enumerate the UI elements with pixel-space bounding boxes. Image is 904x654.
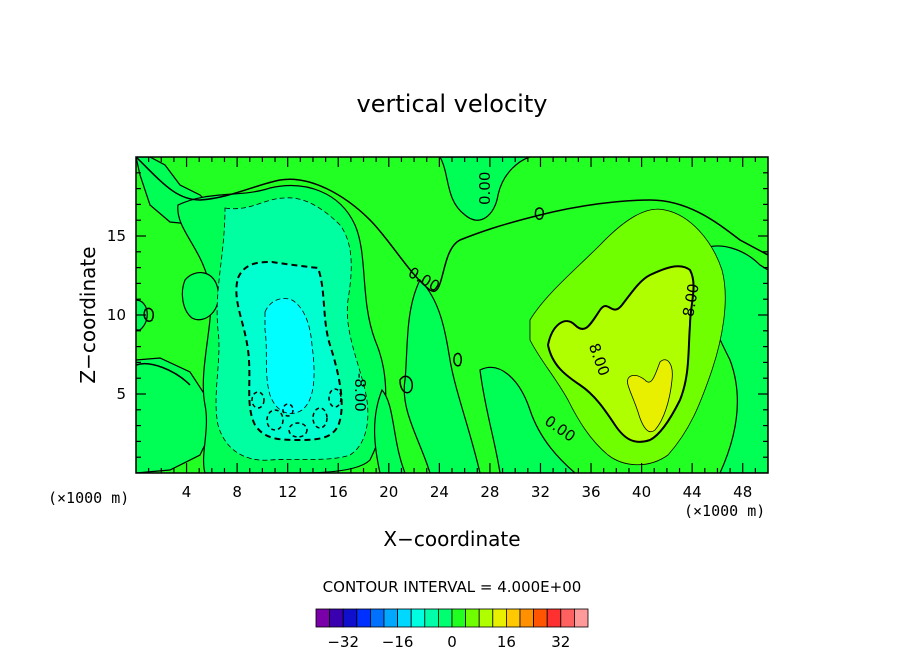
colorbar-cell xyxy=(546,608,562,628)
y-axis: 5 10 15 xyxy=(107,172,768,458)
colorbar-cell xyxy=(519,608,535,628)
colorbar-cell xyxy=(424,608,439,628)
x-unit-right: (×1000 m) xyxy=(684,502,765,520)
colorbar-ticks: −32 −16 0 16 32 xyxy=(327,633,570,651)
x-tick-label: 28 xyxy=(480,483,499,501)
chart-title: vertical velocity xyxy=(357,90,548,118)
colorbar-cell xyxy=(478,608,494,628)
colorbar-cell xyxy=(560,608,575,628)
colorbar-tick-label: −32 xyxy=(327,633,359,651)
colorbar-cell xyxy=(383,608,399,628)
updraft-region xyxy=(529,208,726,466)
colorbar-cell xyxy=(410,608,426,628)
downdraft-region xyxy=(215,197,369,461)
colorbar-tick-label: 16 xyxy=(497,633,516,651)
x-tick-label: 16 xyxy=(329,483,348,501)
colorbar-cell xyxy=(437,608,453,628)
x-tick-label: 48 xyxy=(733,483,752,501)
x-tick-label: 40 xyxy=(632,483,651,501)
x-unit-left: (×1000 m) xyxy=(48,489,129,507)
y-axis-label: Z−coordinate xyxy=(76,246,100,383)
colorbar-cell xyxy=(342,608,358,628)
x-tick-label: 20 xyxy=(379,483,398,501)
colorbar-cell xyxy=(329,608,344,628)
x-tick-label: 36 xyxy=(581,483,600,501)
colorbar-cell xyxy=(369,608,385,628)
x-axis-label: X−coordinate xyxy=(383,527,520,551)
colorbar-cell xyxy=(356,608,371,628)
colorbar-cell xyxy=(492,608,507,628)
colorbar-tick-label: 0 xyxy=(447,633,457,651)
colorbar-cell xyxy=(465,608,480,628)
x-tick-label: 24 xyxy=(430,483,449,501)
contour-plus12 xyxy=(627,359,673,433)
contour-minus12 xyxy=(264,298,315,414)
colorbar xyxy=(315,608,589,628)
contour-label-zero-1: 0.00 xyxy=(476,172,494,205)
downdraft-small-dashed-cells xyxy=(251,388,342,438)
x-tick-label: 32 xyxy=(531,483,550,501)
colorbar-tick-label: −16 xyxy=(382,633,414,651)
x-tick-label: 44 xyxy=(683,483,702,501)
colorbar-cell xyxy=(574,608,589,628)
colorbar-cell xyxy=(397,608,412,628)
contour-interval: CONTOUR INTERVAL = 4.000E+00 xyxy=(323,578,582,596)
colorbar-cell xyxy=(533,608,548,628)
colorbar-cell xyxy=(505,608,521,628)
colorbar-cell xyxy=(315,608,331,628)
y-tick-label: 5 xyxy=(116,385,126,403)
contour-label-minus8: -8.00 xyxy=(351,373,369,412)
zero-contours xyxy=(136,157,768,394)
colorbar-tick-label: 32 xyxy=(551,633,570,651)
x-axis: 4 8 12 16 20 24 28 32 36 40 44 48 xyxy=(148,157,756,501)
x-tick-label: 8 xyxy=(232,483,242,501)
x-tick-label: 12 xyxy=(278,483,297,501)
contour-label-plus8-1: 8.00 xyxy=(679,282,703,318)
y-tick-label: 10 xyxy=(107,306,126,324)
plot-area xyxy=(136,157,768,473)
colorbar-cell xyxy=(451,608,467,628)
y-tick-label: 15 xyxy=(107,227,126,245)
x-tick-label: 4 xyxy=(182,483,192,501)
